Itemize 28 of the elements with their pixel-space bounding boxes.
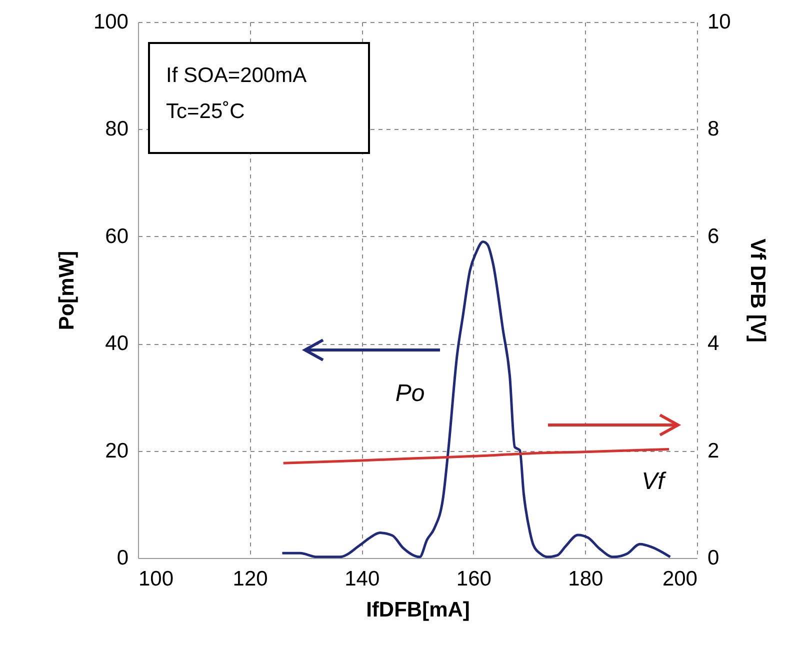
y-axis-title: Po[mW] — [55, 250, 78, 330]
x-axis-title: IfDFB[mA] — [366, 598, 470, 622]
series-label: Po — [395, 380, 425, 407]
line-series — [282, 448, 670, 464]
x-tick-label: 200 — [662, 568, 698, 590]
line-series — [280, 240, 672, 558]
y-tick-label: 60 — [105, 224, 128, 248]
y-tick-label: 40 — [105, 332, 128, 356]
x-tick-label: 160 — [456, 568, 492, 590]
y-tick-label: 0 — [116, 546, 128, 570]
annotation: If SOA=200mA — [166, 63, 308, 89]
y2-axis-title: Vf DFB [V] — [746, 238, 769, 342]
x-tick-label: 180 — [568, 568, 604, 590]
x-tick-label: 140 — [344, 568, 380, 590]
y-tick-label: 100 — [93, 10, 128, 34]
y-tick-label: 80 — [105, 118, 128, 141]
y2-tick-label: 8 — [708, 118, 720, 141]
y2-tick-label: 10 — [708, 10, 731, 34]
note-box: If SOA=200mA Tc=25˚C — [148, 42, 370, 154]
x-tick-label: 100 — [138, 568, 174, 590]
annotation: Tc=25˚C — [166, 99, 246, 125]
y2-tick-label: 2 — [708, 439, 720, 462]
y2-tick-label: 6 — [708, 224, 720, 248]
y-tick-label: 20 — [105, 439, 128, 462]
y2-tick-label: 0 — [708, 546, 720, 570]
y2-tick-label: 4 — [708, 332, 720, 356]
x-tick-label: 120 — [232, 568, 268, 590]
series-label: Vf — [642, 468, 667, 495]
